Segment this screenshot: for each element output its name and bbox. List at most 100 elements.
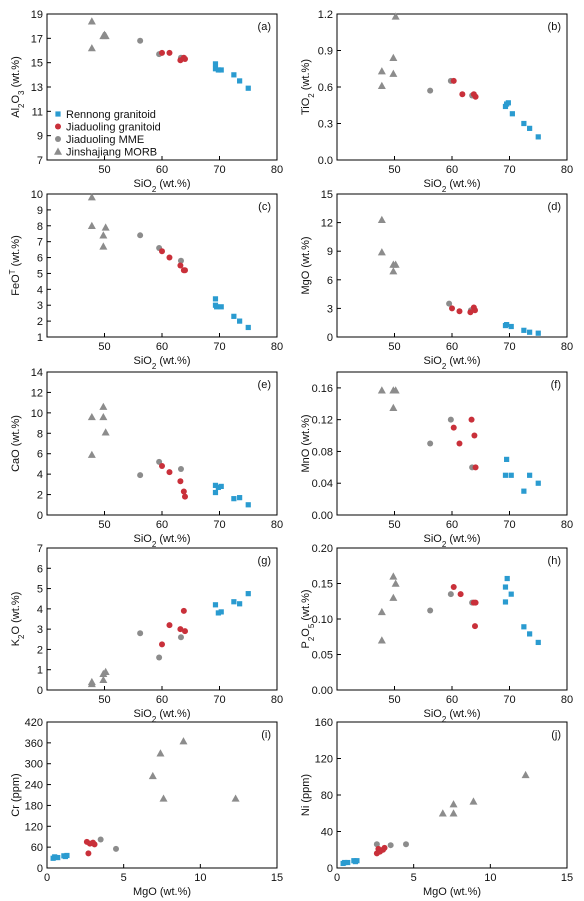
data-point-rennong-granitoid: [521, 488, 527, 494]
data-point-rennong-granitoid: [521, 120, 527, 127]
x-tick-label: 50: [388, 519, 400, 531]
data-point-jiaduoling-granitoid: [159, 641, 165, 648]
y-tick-label: 3: [37, 624, 43, 636]
data-point-rennong-granitoid: [218, 67, 224, 73]
data-point-jinshajiang-morb: [389, 53, 398, 61]
y-tick-label: 360: [25, 738, 43, 750]
x-tick-label: 60: [446, 694, 458, 706]
data-point-rennong-granitoid: [212, 482, 219, 488]
x-tick-label: 60: [446, 519, 458, 531]
data-point-rennong-granitoid: [508, 472, 514, 478]
panel-label: (i): [261, 729, 271, 741]
x-axis-title: MgO (wt.%): [133, 886, 191, 898]
panel-b: 50 60 70 80 0.0 0.3 0.6 0.9 1.2 SiO2 (wt.%) TiO2 (…: [300, 9, 573, 194]
data-point-jiaduoling-granitoid: [381, 844, 388, 851]
y-tick-label: 11: [32, 106, 43, 118]
data-point-rennong-granitoid: [527, 472, 533, 478]
y-tick-label: 3: [37, 300, 43, 312]
x-tick-label: 60: [156, 341, 168, 353]
data-point-rennong-granitoid: [245, 324, 251, 331]
plot-frame: [336, 193, 568, 338]
y-tick-label: 2: [37, 316, 43, 328]
y-tick-label: 180: [25, 800, 43, 812]
y-tick-label: 0.6: [318, 82, 333, 94]
y-tick-label: 13: [31, 82, 43, 94]
data-point-rennong-granitoid: [52, 854, 58, 860]
data-point-jiaduoling-granitoid: [159, 462, 165, 469]
data-point-rennong-granitoid: [215, 484, 221, 491]
y-tick-label: 4: [37, 604, 43, 616]
x-tick-label: 50: [98, 694, 110, 706]
data-point-jiaduoling-granitoid: [450, 77, 457, 84]
y-tick-label: 0.3: [318, 119, 333, 131]
legend-marker: [55, 136, 61, 142]
panel-label: (f): [551, 379, 561, 391]
data-point-jiaduoling-mme: [427, 607, 434, 614]
data-point-jiaduoling-mme: [137, 37, 144, 44]
x-tick-label: 70: [213, 164, 225, 176]
data-point-jiaduoling-granitoid: [182, 493, 188, 500]
data-point-jinshajiang-morb: [391, 386, 400, 394]
x-tick-label: 5: [121, 872, 127, 884]
y-tick-label: 0.05: [312, 650, 333, 662]
y-axis-title: FeOT (wt.%): [8, 235, 23, 296]
y-tick-label: 0.20: [312, 543, 333, 555]
x-tick-label: 50: [388, 341, 400, 353]
x-tick-label: 50: [98, 341, 110, 353]
y-tick-label: 0.00: [312, 685, 333, 697]
data-point-jiaduoling-granitoid: [159, 49, 165, 56]
x-axis-title: SiO2 (wt.%): [133, 355, 190, 371]
plot-frame: [336, 721, 568, 869]
y-tick-label: 8: [37, 221, 43, 233]
data-point-jiaduoling-granitoid: [459, 91, 466, 98]
data-point-rennong-granitoid: [502, 599, 509, 605]
data-point-jiaduoling-mme: [137, 472, 144, 479]
panel-f: 50 60 70 80 0.00 0.04 0.08 0.12 0.16 SiO2 (wt.%) M…: [300, 371, 573, 549]
x-tick-label: 70: [503, 694, 515, 706]
data-point-rennong-granitoid: [521, 624, 527, 630]
legend-label: Jiaduoling MME: [66, 134, 144, 146]
x-tick-label: 50: [98, 519, 110, 531]
data-point-rennong-granitoid: [214, 304, 220, 310]
panel-label: (e): [258, 379, 271, 391]
panel-j: 0 5 10 15 0 40 80 120 160 MgO (wt.%) Ni (ppm) (j): [300, 717, 573, 898]
x-tick-label: 80: [561, 694, 573, 706]
data-point-rennong-granitoid: [504, 322, 510, 328]
plot-frame: [46, 193, 278, 338]
data-point-jinshajiang-morb: [156, 749, 165, 757]
y-tick-label: 0.0: [318, 155, 333, 167]
x-tick-label: 70: [213, 519, 225, 531]
data-point-rennong-granitoid: [527, 125, 533, 131]
data-point-rennong-granitoid: [218, 609, 224, 615]
data-point-rennong-granitoid: [212, 602, 219, 608]
data-point-jinshajiang-morb: [99, 412, 108, 421]
y-tick-label: 17: [31, 33, 43, 45]
y-tick-label: 7: [37, 237, 43, 249]
x-tick-label: 60: [446, 341, 458, 353]
data-point-rennong-granitoid: [231, 72, 237, 78]
y-axis-title: TiO2 (wt.%): [300, 59, 316, 115]
data-point-rennong-granitoid: [218, 304, 224, 310]
legend-label: Jinshajiang MORB: [66, 147, 157, 159]
data-point-rennong-granitoid: [212, 66, 219, 72]
plot-frame: [336, 547, 568, 691]
y-tick-label: 19: [31, 9, 43, 21]
plot-frame: [336, 371, 568, 516]
data-point-jinshajiang-morb: [377, 607, 386, 616]
panel-label: (b): [548, 21, 561, 33]
y-tick-label: 10: [31, 408, 43, 420]
y-axis-title: MgO (wt.%): [300, 236, 312, 294]
data-point-jiaduoling-granitoid: [159, 248, 165, 255]
panel-g: 50 60 70 80 0 1 2 3 4 5 6 7 SiO2 (wt.%) K2O (wt.%) (g): [10, 543, 283, 724]
y-tick-label: 1: [37, 332, 43, 344]
data-point-rennong-granitoid: [535, 480, 541, 486]
panel-h: 50 60 70 80 0.00 0.05 0.10 0.15 0.20 SiO2 (wt.%) P…: [300, 543, 573, 724]
x-tick-label: 50: [388, 694, 400, 706]
data-point-jinshajiang-morb: [87, 44, 96, 52]
data-point-rennong-granitoid: [215, 67, 221, 73]
y-tick-label: 4: [37, 284, 43, 296]
x-tick-label: 70: [503, 519, 515, 531]
data-point-jinshajiang-morb: [389, 267, 398, 275]
